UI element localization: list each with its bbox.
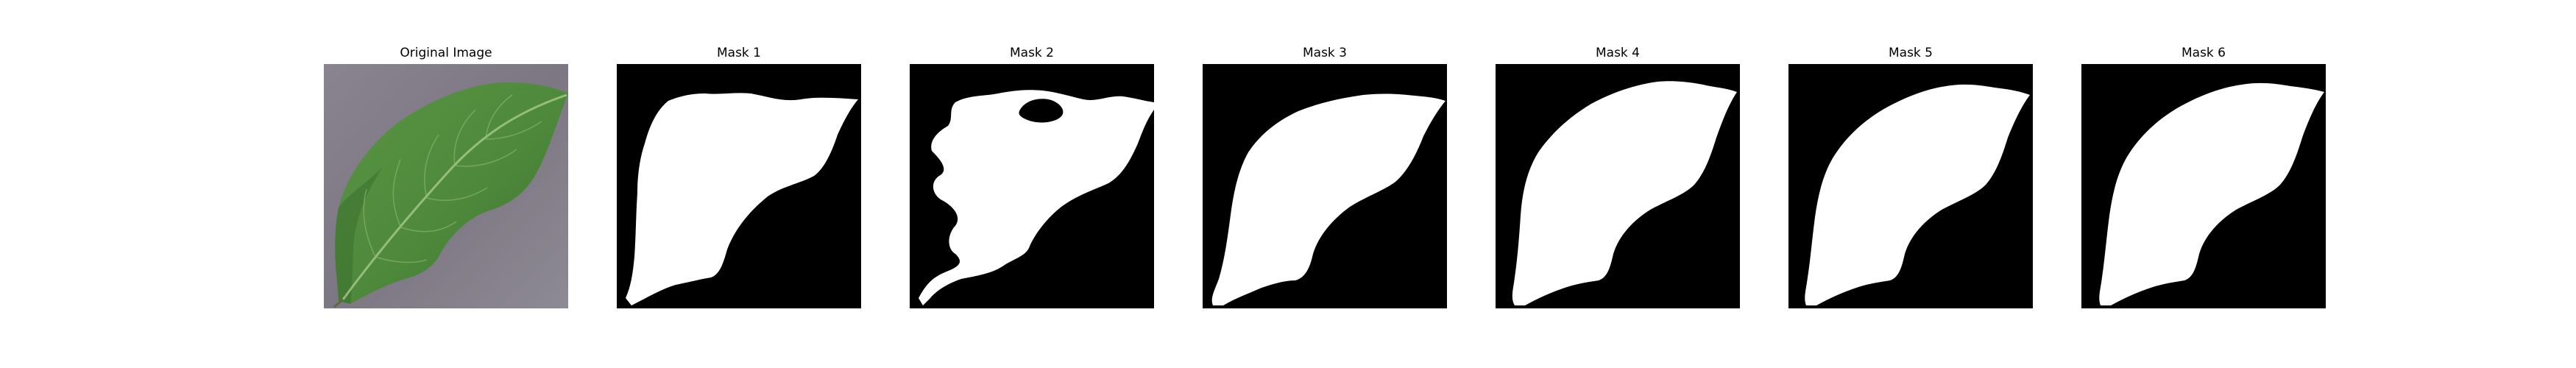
mask-leaf-region — [626, 93, 858, 305]
mask-6-image — [2081, 64, 2326, 308]
original-leaf-photo — [324, 64, 568, 308]
panel-mask-3: Mask 3 — [1203, 0, 1447, 368]
leaf-edge-shading — [335, 167, 383, 304]
mask-leaf-region — [1805, 84, 2030, 306]
mask-1-image — [617, 64, 861, 308]
panel-title: Mask 5 — [1888, 46, 1933, 60]
mask-leaf-region — [2099, 82, 2324, 306]
panel-mask-4: Mask 4 — [1496, 0, 1740, 368]
panel-mask-5: Mask 5 — [1788, 0, 2033, 368]
panel-title: Mask 3 — [1302, 46, 1347, 60]
panel-mask-6: Mask 6 — [2081, 0, 2326, 368]
mask-speck — [645, 264, 656, 272]
mask-leaf-region — [919, 90, 1154, 305]
panel-title: Mask 1 — [716, 46, 761, 60]
mask-leaf-region — [1211, 93, 1446, 305]
mask-4-image — [1496, 64, 1740, 308]
mask-3-image — [1203, 64, 1447, 308]
mask-2-image — [910, 64, 1154, 308]
panel-title: Original Image — [400, 46, 492, 60]
panel-mask-2: Mask 2 — [910, 0, 1154, 368]
leaf-veins — [363, 94, 542, 263]
panel-title: Mask 6 — [2181, 46, 2226, 60]
mask-speck — [1063, 106, 1074, 116]
mask-leaf-region — [1512, 81, 1737, 305]
leaf-petiole — [333, 298, 344, 308]
panel-mask-1: Mask 1 — [617, 0, 861, 368]
panel-title: Mask 4 — [1595, 46, 1640, 60]
leaf-shape — [335, 82, 568, 305]
leaf-midrib — [342, 93, 567, 300]
panel-title: Mask 2 — [1009, 46, 1054, 60]
mask-5-image — [1788, 64, 2033, 308]
panel-original-image: Original Image — [324, 0, 568, 368]
